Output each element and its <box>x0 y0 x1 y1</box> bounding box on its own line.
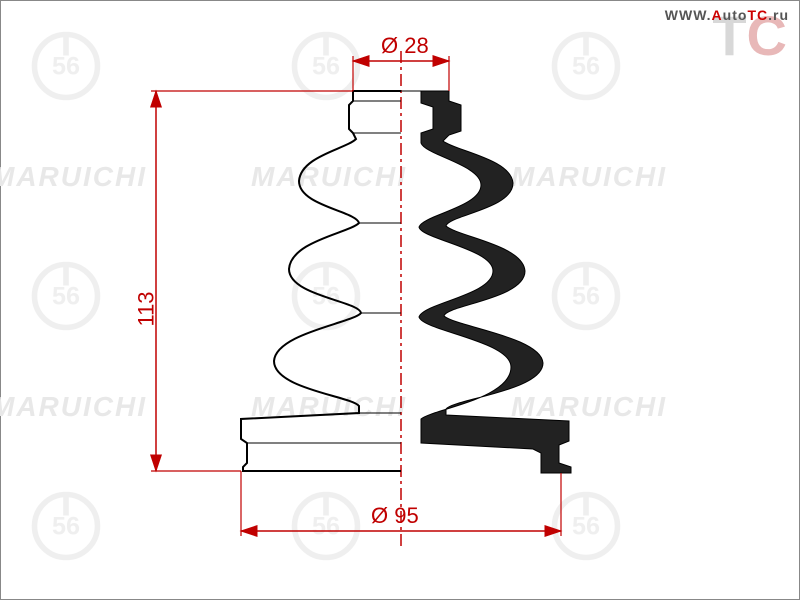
dim-top-label: Ø 28 <box>381 33 429 59</box>
dim-bottom-label: Ø 95 <box>371 503 419 529</box>
diagram-container: 56 56 56 56 56 56 56 56 56 MARUICHI MARU… <box>0 0 800 600</box>
boot-outline-left <box>241 91 401 471</box>
dim-height-label: 113 <box>134 291 160 326</box>
boot-section-right <box>401 91 571 473</box>
